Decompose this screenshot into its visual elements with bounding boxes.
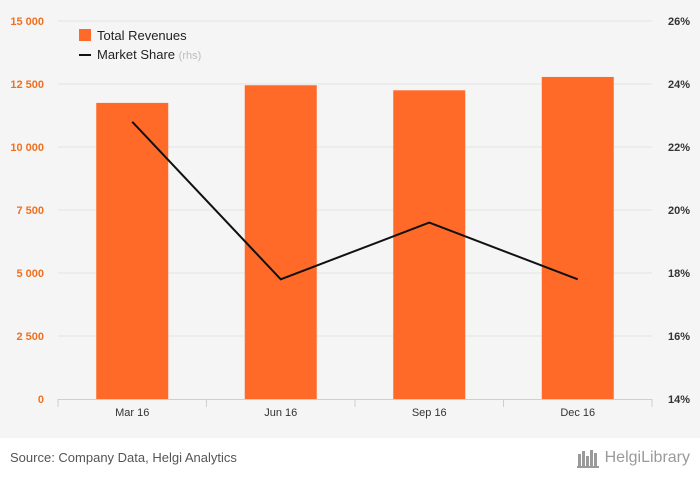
y-right-tick-label: 20% [668, 205, 690, 217]
y-left-tick-label: 0 [38, 394, 44, 406]
legend-label-total-revenues: Total Revenues [97, 28, 187, 43]
y-left-tick-label: 15 000 [10, 16, 44, 28]
y-right-tick-label: 16% [668, 331, 690, 343]
x-tick-label: Mar 16 [115, 407, 149, 419]
y-right-tick-label: 22% [668, 142, 690, 154]
y-right-tick-label: 26% [668, 16, 690, 28]
y-left-tick-label: 2 500 [16, 331, 44, 343]
legend-rhs-note: (rhs) [179, 50, 202, 62]
bar-dec-16 [541, 76, 614, 399]
y-right-tick-label: 18% [668, 268, 690, 280]
y-right-tick-label: 14% [668, 394, 690, 406]
market-share-line [131, 121, 579, 281]
legend-swatch-total-revenues [79, 29, 91, 41]
y-right-tick-label: 24% [668, 79, 690, 91]
y-left-tick-label: 12 500 [10, 79, 44, 91]
bar-sep-16 [393, 90, 466, 400]
brand-logo: HelgiLibrary [576, 448, 690, 468]
bar-mar-16 [96, 102, 169, 400]
brand-name: HelgiLibrary [604, 449, 690, 466]
x-tick-label: Jun 16 [264, 407, 297, 419]
bar-jun-16 [244, 85, 317, 399]
y-left-tick-label: 5 000 [16, 268, 44, 280]
x-tick-label: Dec 16 [560, 407, 595, 419]
footer: Source: Company Data, Helgi Analytics He… [0, 438, 700, 483]
source-note: Source: Company Data, Helgi Analytics [10, 450, 237, 465]
x-tick-label: Sep 16 [412, 407, 447, 419]
library-icon [576, 450, 599, 468]
y-left-tick-label: 7 500 [16, 205, 44, 217]
y-left-tick-label: 10 000 [10, 142, 44, 154]
legend-label-market-share: Market Share (rhs) [97, 47, 201, 62]
chart: 0 2 500 5 000 7 500 10 000 12 500 15 000 14% 16%… [10, 16, 690, 419]
